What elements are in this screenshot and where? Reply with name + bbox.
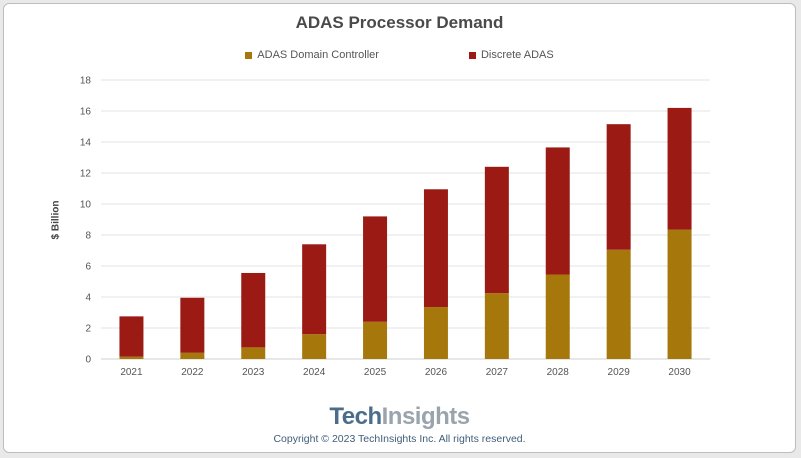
bar-discrete-adas-2025: [363, 216, 388, 322]
bar-domain-controller-2030: [667, 229, 692, 359]
bar-discrete-adas-2029: [606, 124, 631, 250]
chart-legend: ADAS Domain Controller Discrete ADAS: [4, 49, 795, 61]
bar-domain-controller-2026: [423, 307, 448, 359]
x-tick-label: 2025: [364, 367, 387, 378]
x-tick-label: 2021: [120, 367, 143, 378]
y-axis-label: $ Billion: [50, 200, 62, 240]
legend-swatch-domain-controller: [245, 51, 253, 59]
bar-discrete-adas-2030: [667, 107, 692, 230]
bar-domain-controller-2027: [484, 293, 509, 359]
legend-label-discrete-adas: Discrete ADAS: [480, 49, 554, 61]
x-tick-label: 2022: [181, 367, 204, 378]
chart-title: ADAS Processor Demand: [295, 13, 504, 32]
bar-domain-controller-2024: [302, 334, 327, 359]
bar-discrete-adas-2028: [545, 147, 570, 275]
bar-domain-controller-2021: [119, 356, 144, 359]
bar-discrete-adas-2026: [423, 189, 448, 308]
y-tick-label: 8: [85, 231, 91, 242]
legend-item-discrete-adas: Discrete ADAS: [468, 49, 554, 61]
y-tick-label: 14: [80, 138, 92, 149]
y-tick-label: 6: [85, 262, 91, 273]
y-tick-label: 10: [80, 200, 92, 211]
x-tick-label: 2023: [242, 367, 265, 378]
x-tick-label: 2029: [608, 367, 631, 378]
y-tick-label: 4: [85, 293, 91, 304]
legend-label-domain-controller: ADAS Domain Controller: [257, 49, 379, 61]
bar-discrete-adas-2024: [302, 244, 327, 335]
bar-domain-controller-2028: [545, 274, 570, 359]
y-tick-label: 16: [80, 107, 92, 118]
x-tick-label: 2024: [303, 367, 326, 378]
bar-domain-controller-2023: [241, 347, 266, 359]
y-tick-label: 12: [80, 169, 92, 180]
bar-discrete-adas-2023: [241, 272, 266, 348]
x-tick-label: 2030: [668, 367, 691, 378]
bar-domain-controller-2029: [606, 249, 631, 359]
logo-text-insights: Insights: [381, 403, 471, 430]
bar-domain-controller-2022: [180, 352, 205, 359]
copyright-text: Copyright © 2023 TechInsights Inc. All r…: [273, 433, 526, 445]
y-tick-label: 18: [80, 76, 92, 87]
chart-frame: ADAS Processor Demand ADAS Domain Contro…: [3, 3, 796, 453]
bar-discrete-adas-2027: [484, 166, 509, 294]
bar-discrete-adas-2021: [119, 316, 144, 357]
y-tick-label: 2: [85, 324, 91, 335]
bar-discrete-adas-2022: [180, 297, 205, 353]
x-tick-label: 2026: [425, 367, 448, 378]
legend-item-domain-controller: ADAS Domain Controller: [245, 49, 379, 61]
bar-domain-controller-2025: [363, 321, 388, 359]
logo-text-tech: Tech: [329, 403, 382, 430]
y-tick-label: 0: [85, 355, 91, 366]
legend-swatch-discrete-adas: [468, 51, 476, 59]
techinsights-logo: TechInsights: [4, 403, 795, 431]
x-tick-label: 2027: [486, 367, 509, 378]
x-tick-label: 2028: [547, 367, 570, 378]
bar-chart: 0 2 4 6 8 10 12 14 16 18 2021 2022 2023 2024 2025 2026 2…: [80, 76, 710, 378]
